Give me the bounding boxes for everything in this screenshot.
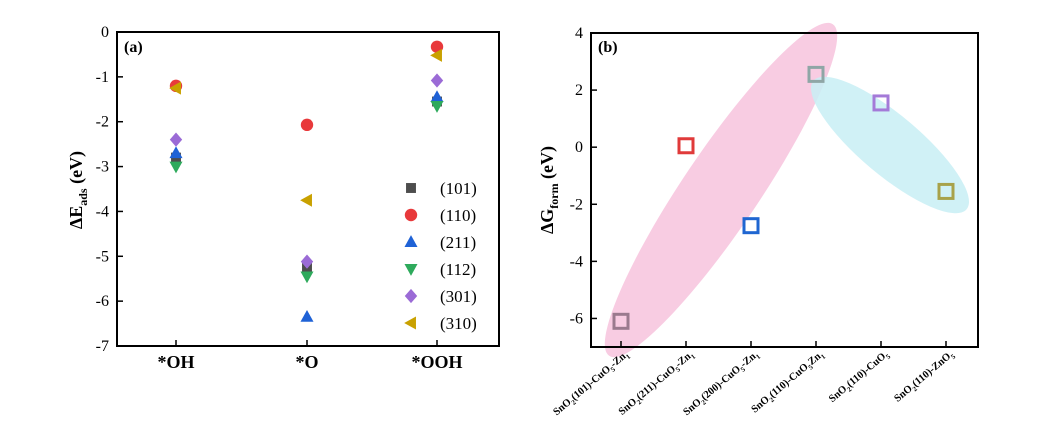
legend-marker-310 <box>404 316 416 330</box>
legend-marker-101 <box>406 183 416 193</box>
pink-shaded-region <box>604 22 838 358</box>
chart-panel-b: 4 2 0 -2 -4 -6 (b) ΔGform (eV) SnO2(101)-CuO5… <box>537 22 979 418</box>
panel-a-y-tick-label: -3 <box>96 159 109 176</box>
data-point-112 <box>169 161 183 174</box>
legend-marker-110 <box>404 208 418 222</box>
chart-b-marks <box>612 65 955 330</box>
panel-a-plot-frame <box>116 31 500 347</box>
data-point-112 <box>430 101 444 113</box>
data-point-square <box>872 94 890 112</box>
data-point-301 <box>430 73 444 88</box>
data-point-310 <box>169 81 181 95</box>
legend-label-211: (211) <box>440 233 476 252</box>
panel-a-y-tick-label: -1 <box>96 69 109 86</box>
data-point-301 <box>300 254 314 269</box>
data-point-square <box>937 182 955 200</box>
panel-b-label: (b) <box>598 39 618 56</box>
chart-b-shaded-regions <box>604 22 969 358</box>
panel-a-y-tick-label: -2 <box>96 114 109 131</box>
panel-b-category-labels: SnO2(101)-CuO5-Zn1SnO2(211)-CuO5-Zn1SnO2… <box>551 349 958 418</box>
panel-a-label: (a) <box>124 39 143 56</box>
panel-a-legend: (101) (110) (211) (112) (301) (310) <box>404 179 477 333</box>
data-point-112 <box>300 271 314 284</box>
panel-a-y-tick-label: -6 <box>96 293 109 310</box>
data-point-211 <box>430 90 444 103</box>
data-point-110 <box>300 118 314 132</box>
data-point-310 <box>300 193 312 207</box>
chart-panel-a: 0-1-2-3-4-5-6-7*OH *O *OOH (a) ΔEads (eV) … <box>66 24 500 372</box>
legend-label-112: (112) <box>440 260 476 279</box>
panel-a-y-tick-label: -5 <box>96 248 109 265</box>
legend-label-310: (310) <box>440 314 477 333</box>
panel-b-x-tick-label: SnO2(110)-ZnO5 <box>893 349 958 407</box>
panel-b-y-tick-label: -2 <box>570 196 583 213</box>
legend-marker-301 <box>404 288 418 304</box>
chart-a-axes: 0 -1 -2 -3 -4 -5 -6 -7 *OH *O *OOH <box>96 24 500 372</box>
data-point-301 <box>169 132 183 147</box>
legend-marker-211 <box>404 235 418 247</box>
legend-label-301: (301) <box>440 287 477 306</box>
legend-marker-112 <box>404 264 418 276</box>
legend-label-110: (110) <box>440 206 476 225</box>
data-point-310 <box>430 48 442 62</box>
data-point-square <box>677 137 695 155</box>
chart-a-marks <box>169 40 444 322</box>
panel-b-y-tick-label: -6 <box>570 310 583 327</box>
panel-b-plot-frame <box>590 32 979 348</box>
data-point-211 <box>300 310 314 322</box>
panel-b-y-axis-title: ΔGform (eV) <box>537 146 561 234</box>
panel-b-y-tick-label: 4 <box>575 25 583 42</box>
data-point-211 <box>169 146 183 159</box>
cyan-shaded-region <box>811 76 969 214</box>
panel-a-y-tick-label: -4 <box>96 203 109 220</box>
chart-b-axes: 4 2 0 -2 -4 -6 <box>570 25 979 348</box>
panel-b-y-tick-label: 2 <box>575 82 583 99</box>
panel-a-y-axis-title: ΔEads (eV) <box>66 151 90 229</box>
panel-a-x-tick-label: *OH <box>157 352 194 372</box>
panel-a-x-tick-label: *O <box>295 352 318 372</box>
panel-b-y-tick-label: 0 <box>575 139 583 156</box>
data-point-square <box>742 217 760 235</box>
panel-b-y-tick-label: -4 <box>570 253 583 270</box>
data-point-square <box>807 65 825 83</box>
panel-b-x-tick-label: SnO2(110)-CuO5 <box>827 349 893 407</box>
panel-a-y-tick-label: -7 <box>96 338 109 355</box>
panel-a-y-tick-label: 0 <box>101 24 109 41</box>
legend-label-101: (101) <box>440 179 477 198</box>
panel-a-x-tick-label: *OOH <box>411 352 462 372</box>
data-point-square <box>612 312 630 330</box>
